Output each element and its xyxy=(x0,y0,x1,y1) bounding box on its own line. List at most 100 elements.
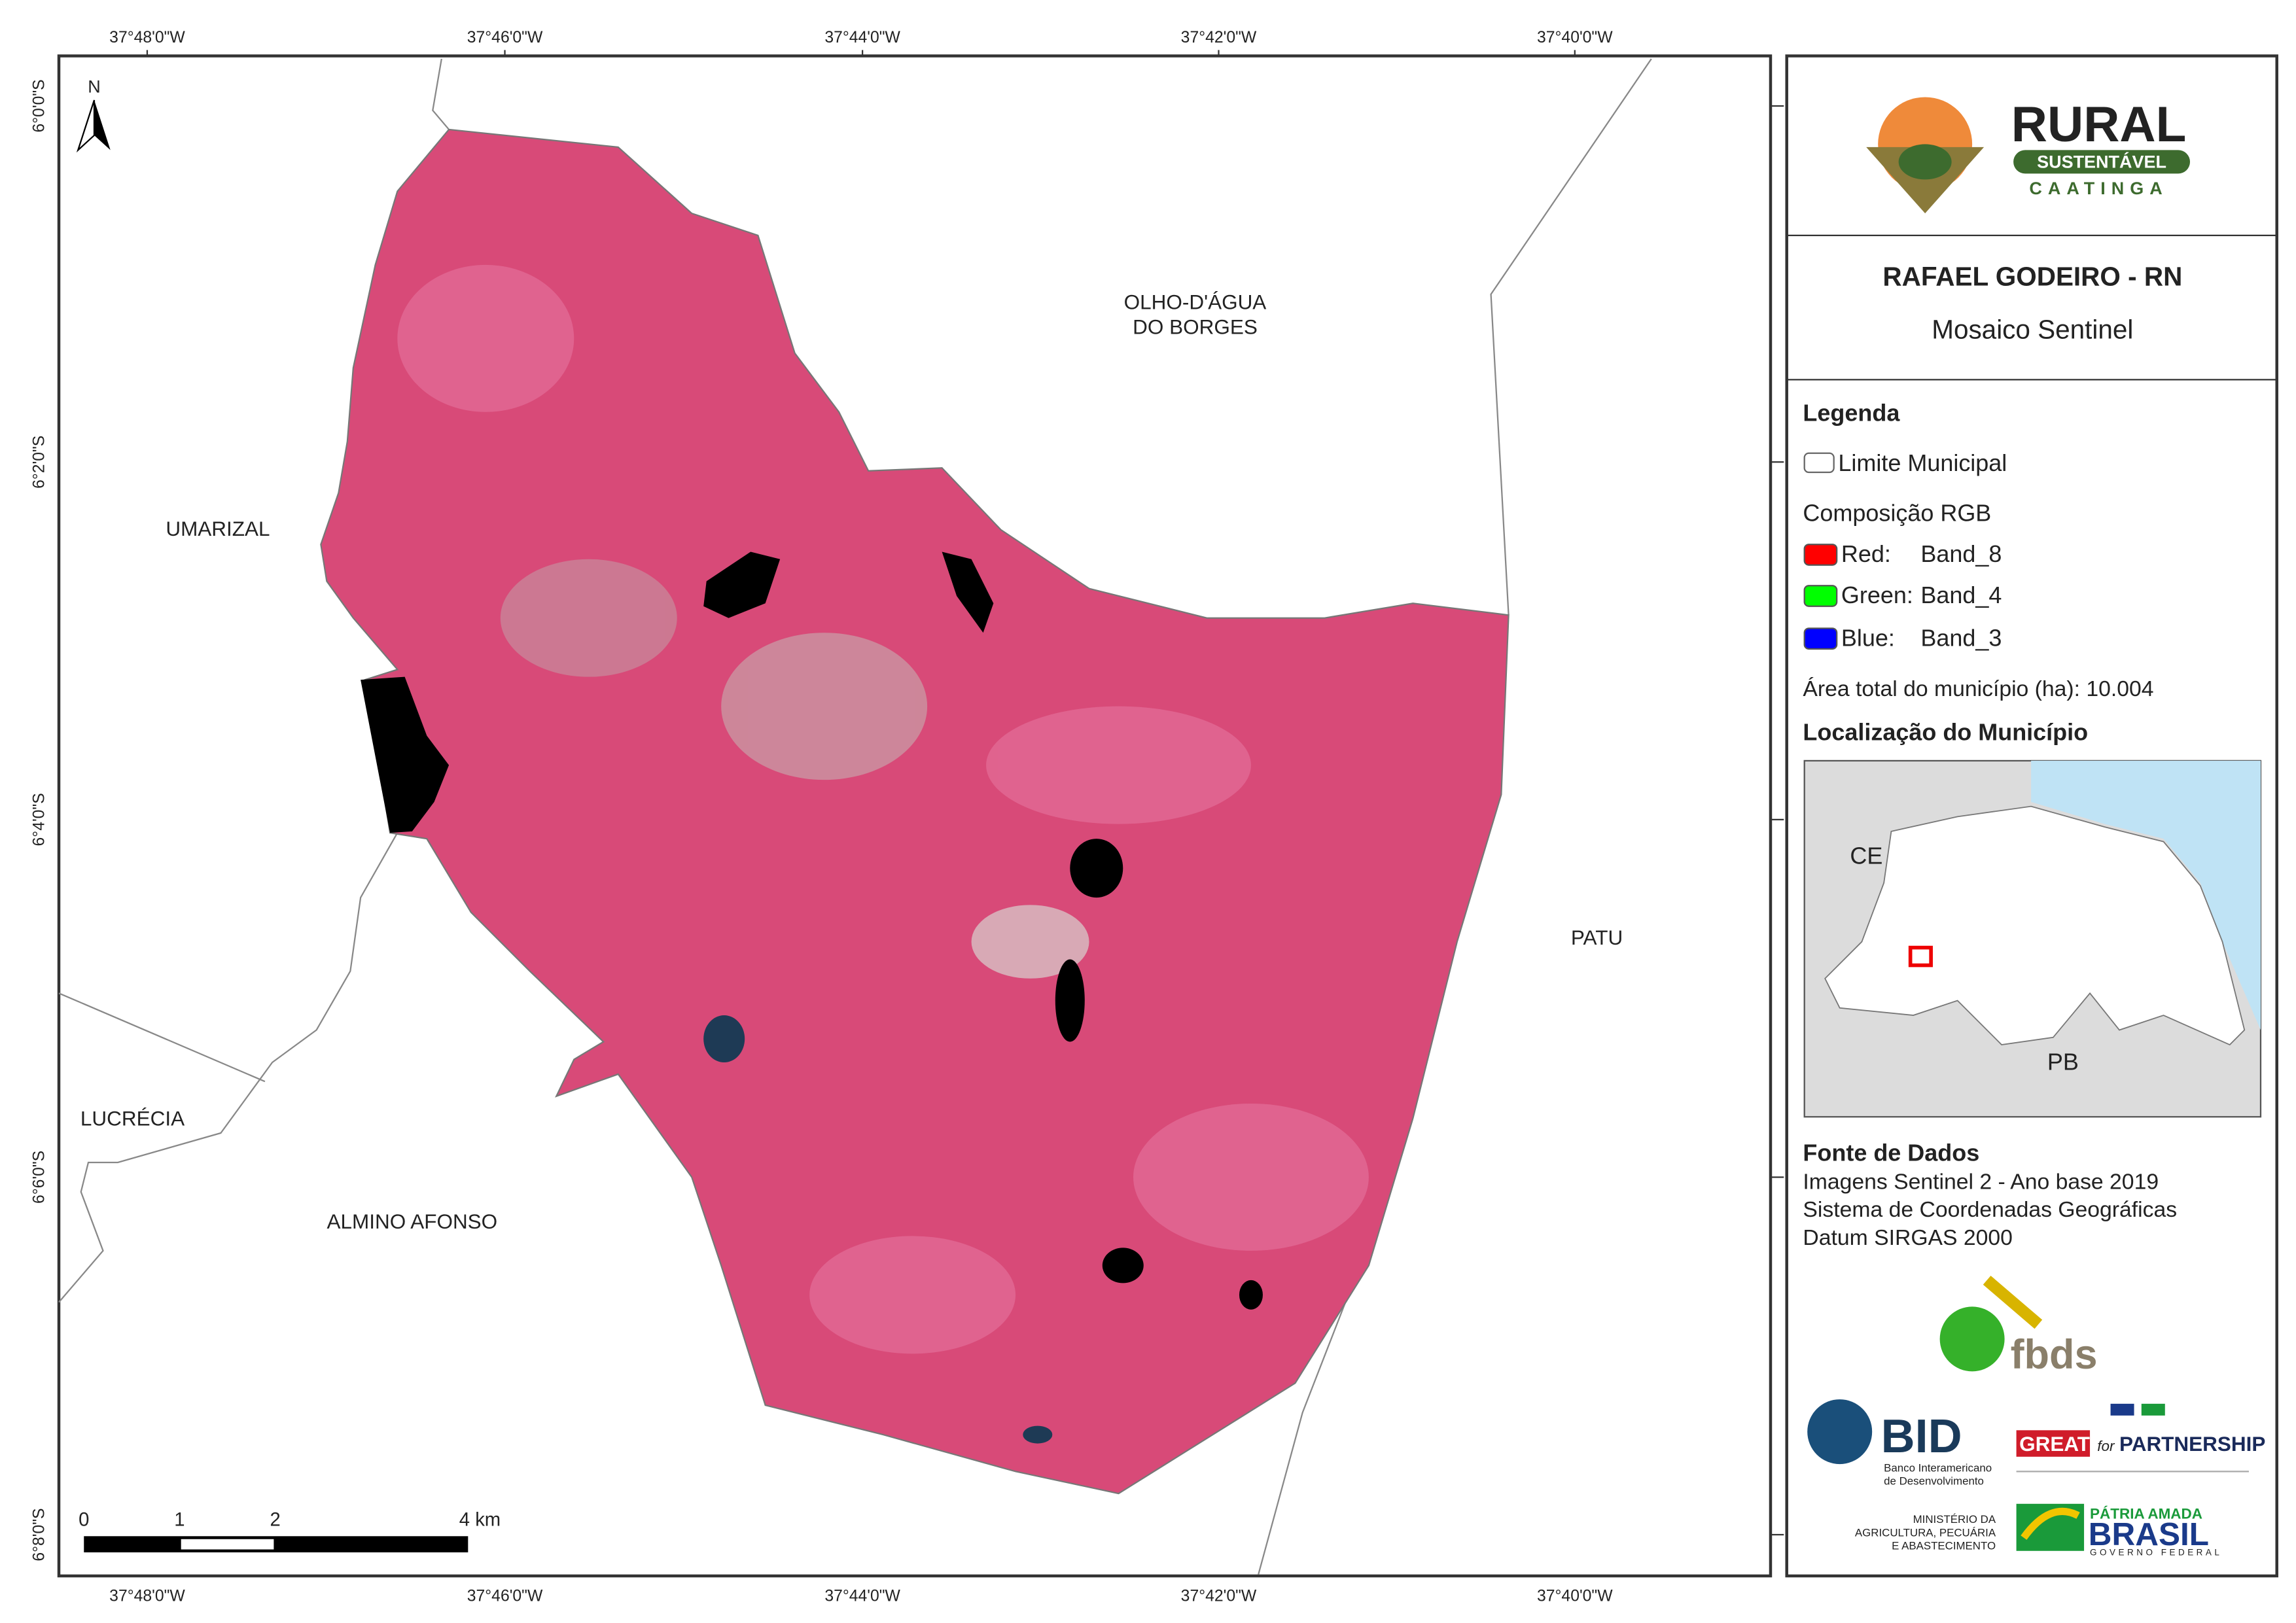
location-heading: Localização do Município xyxy=(1803,718,2088,745)
north-label: N xyxy=(88,77,101,97)
lon-label: 37°42'0"W xyxy=(1181,1587,1257,1605)
lon-label: 37°40'0"W xyxy=(1537,29,1613,46)
legend-swatch xyxy=(1803,544,1838,566)
locator-state xyxy=(1824,805,2246,1046)
legend-channel: Green: xyxy=(1841,582,1913,608)
place-labels: UMARIZAL OLHO-D'ÁGUA DO BORGES PATU LUCR… xyxy=(80,290,1623,1233)
north-arrow-shape xyxy=(76,99,96,153)
boundary-line xyxy=(1258,1280,1355,1575)
scale-label: 4 km xyxy=(459,1510,501,1531)
reservoir xyxy=(1102,1248,1144,1283)
legend-swatch xyxy=(1803,452,1835,474)
scale-label: 2 xyxy=(270,1510,281,1531)
scale-label: 0 xyxy=(79,1510,89,1531)
reservoir xyxy=(361,676,450,833)
legend-band: Band_3 xyxy=(1920,624,2002,651)
north-arrow-shape xyxy=(94,99,111,150)
scale-segment xyxy=(84,1536,468,1553)
legend-item: Limite Municipal xyxy=(1838,449,2007,476)
brasil-line: PÁTRIA AMADA xyxy=(2090,1505,2202,1522)
reservoir xyxy=(1023,1425,1053,1444)
legend-area: Área total do município (ha): 10.004 xyxy=(1803,676,2153,701)
logo-text: fbds xyxy=(2011,1332,2098,1378)
logo-text: for xyxy=(2097,1438,2115,1454)
locator-map: CE PB xyxy=(1803,759,2262,1118)
locator-sea xyxy=(2031,760,2261,1030)
lat-labels: 6°0'0"S 6°2'0"S 6°4'0"S 6°6'0"S 6°8'0"S xyxy=(31,79,48,1561)
lat-label: 6°6'0"S xyxy=(31,1151,48,1204)
reservoir xyxy=(1239,1280,1263,1310)
great-logo: GREAT for PARTNERSHIP xyxy=(2016,1403,2265,1473)
reservoir xyxy=(703,1015,745,1063)
scale-label: 1 xyxy=(174,1510,185,1531)
lon-labels-bottom: 37°48'0"W 37°46'0"W 37°44'0"W 37°42'0"W … xyxy=(109,1587,1613,1605)
place-label: UMARIZAL xyxy=(166,517,270,540)
legend-band: Band_4 xyxy=(1920,582,2002,608)
image-texture xyxy=(397,264,1369,1354)
ministry-line: E ABASTECIMENTO xyxy=(1892,1540,1996,1552)
texture-patch xyxy=(721,633,928,780)
logo-mark xyxy=(1807,1399,1873,1465)
legend-channel: Red: xyxy=(1841,540,1891,567)
logo-subtitle: SUSTENTÁVEL xyxy=(2037,151,2166,171)
locator-label: PB xyxy=(2047,1048,2079,1075)
legend-swatch xyxy=(1803,585,1838,607)
water-bodies xyxy=(361,551,1263,1444)
scale-bar: 0 1 2 4 km xyxy=(79,1510,501,1553)
logo-badge xyxy=(2013,150,2191,174)
logo-block xyxy=(2016,1430,2091,1457)
lon-label: 37°48'0"W xyxy=(109,1587,185,1605)
texture-patch xyxy=(971,905,1089,979)
texture-patch xyxy=(986,706,1251,824)
legend-subheading: Composição RGB xyxy=(1803,499,1991,526)
lon-label: 37°44'0"W xyxy=(824,29,900,46)
logo-caption: de Desenvolvimento xyxy=(1884,1475,1984,1488)
locator-highlight xyxy=(1908,945,1933,968)
ministry-line: AGRICULTURA, PECUÁRIA xyxy=(1855,1526,1996,1539)
brasil-line: BRASIL xyxy=(2089,1516,2209,1552)
texture-patch xyxy=(809,1236,1016,1354)
legend-channel: Blue: xyxy=(1841,624,1895,651)
lat-label: 6°4'0"S xyxy=(31,793,48,846)
legend-heading: Legenda xyxy=(1803,399,1900,426)
logo-region: CAATINGA xyxy=(2029,179,2168,198)
north-arrow: N xyxy=(76,77,111,153)
boundary-line xyxy=(58,832,398,1303)
sources-line: Sistema de Coordenadas Geográficas xyxy=(1803,1197,2177,1222)
scale-segment xyxy=(181,1539,274,1550)
logo-text: PARTNERSHIP xyxy=(2119,1432,2265,1456)
lon-label: 37°46'0"W xyxy=(467,29,543,46)
lat-label: 6°8'0"S xyxy=(31,1508,48,1561)
boundary-line xyxy=(1490,58,1652,616)
texture-patch xyxy=(397,264,574,412)
ministry-line: MINISTÉRIO DA xyxy=(1913,1513,1996,1526)
logo-title: RURAL xyxy=(2011,97,2187,152)
boundary-line xyxy=(58,992,266,1083)
legend-swatch xyxy=(1803,627,1838,650)
map-subtitle: Mosaico Sentinel xyxy=(1932,314,2133,344)
brasil-line: GOVERNO FEDERAL xyxy=(2090,1548,2222,1558)
texture-patch xyxy=(500,559,677,677)
texture-patch xyxy=(1133,1103,1369,1251)
reservoir xyxy=(703,551,781,618)
rural-logo: RURAL SUSTENTÁVEL CAATINGA xyxy=(1866,97,2191,214)
bid-logo: BID Banco Interamericano de Desenvolvime… xyxy=(1807,1399,1992,1488)
flag xyxy=(2141,1403,2165,1416)
boundary-line xyxy=(432,58,450,130)
place-label: ALMINO AFONSO xyxy=(327,1210,498,1233)
reservoir xyxy=(1055,959,1085,1042)
side-panel: RURAL SUSTENTÁVEL CAATINGA RAFAEL GODEIR… xyxy=(1785,54,2278,1578)
brasil-mark xyxy=(2021,1507,2080,1540)
logo-caption: Banco Interamericano xyxy=(1884,1461,1992,1474)
lon-labels-top: 37°48'0"W 37°46'0"W 37°44'0"W 37°42'0"W … xyxy=(109,29,1613,46)
logo-text: BID xyxy=(1881,1410,1962,1463)
place-label: DO BORGES xyxy=(1133,315,1258,339)
lat-label: 6°2'0"S xyxy=(31,436,48,489)
lat-label: 6°0'0"S xyxy=(31,79,48,132)
sources-line: Datum SIRGAS 2000 xyxy=(1803,1225,2012,1250)
sources: Fonte de Dados Imagens Sentinel 2 - Ano … xyxy=(1803,1140,2177,1250)
logo-ball xyxy=(1939,1306,2005,1372)
neighbor-boundaries xyxy=(58,58,1652,1575)
sources-heading: Fonte de Dados xyxy=(1803,1140,1979,1166)
